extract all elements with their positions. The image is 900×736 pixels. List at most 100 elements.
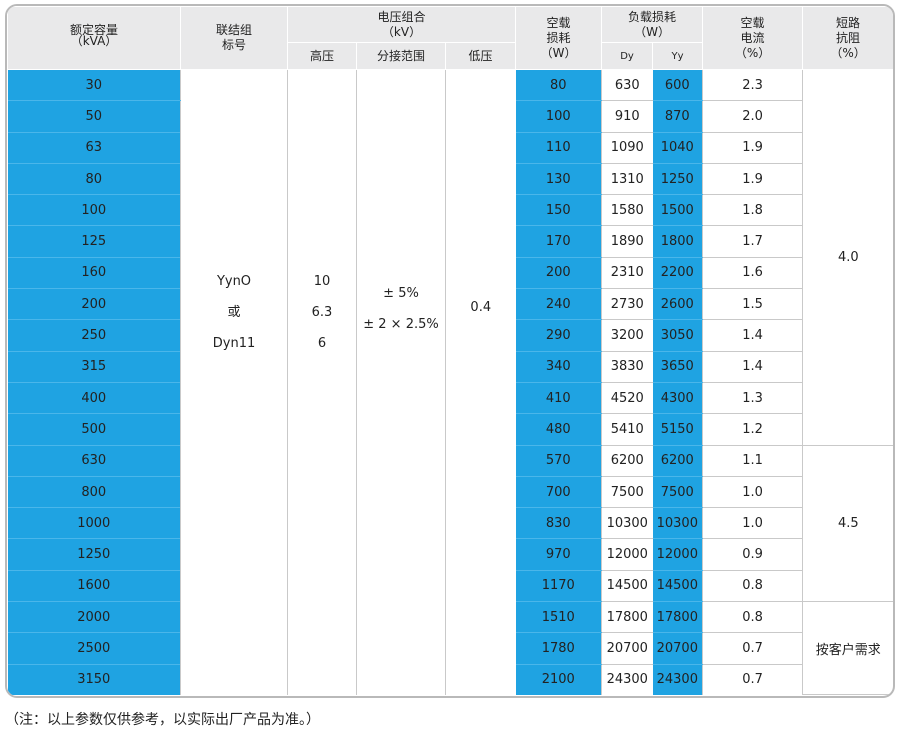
capacity-cell: 500 xyxy=(7,413,181,446)
table-row: 315 340 3830 3650 1.4 xyxy=(7,351,894,383)
table-row: 125 170 1890 1800 1.7 xyxy=(7,225,894,258)
hv-cell-line: 6.3 xyxy=(311,305,333,320)
load-loss-yy-cell: 24300 xyxy=(652,664,703,695)
load-loss-yy-cell: 1250 xyxy=(652,163,703,196)
no-load-current-cell: 1.9 xyxy=(702,163,803,196)
load-loss-dy-cell: 1890 xyxy=(601,225,653,258)
load-loss-dy-cell: 6200 xyxy=(601,445,653,477)
load-loss-dy-cell: 1580 xyxy=(601,194,653,227)
no-load-current-cell: 1.0 xyxy=(702,476,803,509)
header-hv: 高压 xyxy=(287,42,357,70)
no-load-current-cell: 0.8 xyxy=(702,570,803,603)
load-loss-yy-cell: 2600 xyxy=(652,288,703,321)
capacity-cell: 50 xyxy=(7,100,181,133)
no-load-current-cell: 0.8 xyxy=(702,601,803,634)
load-loss-dy-cell: 3830 xyxy=(601,351,653,383)
load-loss-yy-cell: 1800 xyxy=(652,225,703,258)
load-loss-dy-cell: 630 xyxy=(601,69,653,102)
load-loss-yy-cell: 6200 xyxy=(652,445,703,477)
load-loss-yy-cell: 17800 xyxy=(652,601,703,634)
header-capacity: 额定容量 （kVA） xyxy=(7,6,181,70)
table-row: 80 130 1310 1250 1.9 xyxy=(7,163,894,196)
no-load-loss-cell: 200 xyxy=(515,257,602,290)
header-tap: 分接范围 xyxy=(356,42,446,70)
capacity-cell: 315 xyxy=(7,351,181,383)
capacity-cell: 1600 xyxy=(7,570,181,603)
no-load-loss-cell: 1510 xyxy=(515,601,602,634)
no-load-loss-cell: 170 xyxy=(515,225,602,258)
no-load-current-cell: 1.8 xyxy=(702,194,803,227)
no-load-loss-cell: 570 xyxy=(515,445,602,477)
table-row: 1250 970 12000 12000 0.9 xyxy=(7,538,894,571)
header-no-load-current: 空载 电流 （%） xyxy=(702,6,804,70)
tap-cell: ± 5% ± 2 × 2.5% xyxy=(356,69,446,695)
capacity-cell: 3150 xyxy=(7,664,181,695)
no-load-current-cell: 0.7 xyxy=(702,664,803,695)
table-row: 50 100 910 870 2.0 xyxy=(7,100,894,133)
header-yy: Yy xyxy=(652,42,704,70)
table-row: 630 570 6200 6200 1.1 4.5 xyxy=(7,445,893,603)
table-row: 160 200 2310 2200 1.6 xyxy=(7,257,894,290)
impedance-cell: 4.5 xyxy=(802,445,893,603)
load-loss-dy-cell: 14500 xyxy=(601,570,653,603)
impedance-cell: 4.0 xyxy=(802,69,893,446)
table-row: 100 150 1580 1500 1.8 xyxy=(7,194,894,227)
no-load-current-cell: 1.4 xyxy=(702,319,803,352)
load-loss-dy-cell: 10300 xyxy=(601,507,653,540)
capacity-cell: 400 xyxy=(7,382,181,415)
impedance-cell: 按客户需求 xyxy=(802,601,893,696)
no-load-loss-cell: 480 xyxy=(515,413,602,446)
load-loss-yy-cell: 870 xyxy=(652,100,703,133)
connection-cell: YynO 或 Dyn11 xyxy=(180,69,288,695)
load-loss-yy-cell: 3050 xyxy=(652,319,703,352)
load-loss-dy-cell: 24300 xyxy=(601,664,653,695)
table-row: 200 240 2730 2600 1.5 xyxy=(7,288,894,321)
header-no-load-loss: 空载 损耗 （W） xyxy=(515,6,603,70)
capacity-cell: 200 xyxy=(7,288,181,321)
no-load-loss-cell: 80 xyxy=(515,69,602,102)
no-load-current-cell: 0.7 xyxy=(702,632,803,665)
no-load-loss-cell: 240 xyxy=(515,288,602,321)
no-load-loss-cell: 700 xyxy=(515,476,602,509)
table-row: 3150 2100 24300 24300 0.7 xyxy=(7,664,894,695)
no-load-current-cell: 1.1 xyxy=(702,445,803,477)
no-load-current-cell: 1.5 xyxy=(702,288,803,321)
load-loss-dy-cell: 4520 xyxy=(601,382,653,415)
hv-cell-line: 6 xyxy=(317,336,327,351)
table-row: 30 YynO 或 Dyn11 10 6.3 6 ± 5% ± 2 × 2.5% 0.4 80 630… xyxy=(7,69,893,695)
lv-cell: 0.4 xyxy=(444,69,516,695)
capacity-cell: 630 xyxy=(7,445,181,477)
capacity-cell: 160 xyxy=(7,257,181,290)
table-row: 63 110 1090 1040 1.9 xyxy=(7,132,894,164)
capacity-cell: 63 xyxy=(7,132,181,164)
no-load-current-cell: 0.9 xyxy=(702,538,803,571)
no-load-current-cell: 1.7 xyxy=(702,225,803,258)
no-load-current-cell: 1.2 xyxy=(702,413,803,446)
load-loss-yy-cell: 12000 xyxy=(652,538,703,571)
hv-cell: 10 6.3 6 xyxy=(287,69,357,695)
load-loss-dy-cell: 1310 xyxy=(601,163,653,196)
load-loss-yy-cell: 10300 xyxy=(652,507,703,540)
table-row: 2500 1780 20700 20700 0.7 xyxy=(7,632,894,665)
no-load-current-cell: 1.0 xyxy=(702,507,803,540)
capacity-cell: 2500 xyxy=(7,632,181,665)
connection-cell-line: YynO xyxy=(216,274,252,289)
table-row: 2000 1510 17800 17800 0.8 按客户需求 xyxy=(7,601,893,696)
table-row: 1000 830 10300 10300 1.0 xyxy=(7,507,894,540)
load-loss-yy-cell: 5150 xyxy=(652,413,703,446)
load-loss-dy-cell: 20700 xyxy=(601,632,653,665)
load-loss-dy-cell: 7500 xyxy=(601,476,653,509)
load-loss-dy-cell: 2730 xyxy=(601,288,653,321)
connection-cell-line: 或 xyxy=(227,305,241,320)
header-voltage-group: 电压组合 （kV） xyxy=(286,6,517,43)
hv-cell-line: 10 xyxy=(313,274,331,289)
no-load-loss-cell: 830 xyxy=(515,507,602,540)
load-loss-dy-cell: 910 xyxy=(601,100,653,133)
table-row: 500 480 5410 5150 1.2 xyxy=(7,413,894,446)
no-load-current-cell: 2.3 xyxy=(702,69,803,102)
load-loss-dy-cell: 17800 xyxy=(601,601,653,634)
footnote: （注：以上参数仅供参考，以实际出厂产品为准。） xyxy=(5,712,320,728)
no-load-current-cell: 2.0 xyxy=(702,100,803,133)
table-body: 30 YynO 或 Dyn11 10 6.3 6 ± 5% ± 2 × 2.5% 0.4 80 630… xyxy=(7,69,894,696)
no-load-loss-cell: 1780 xyxy=(515,632,602,665)
